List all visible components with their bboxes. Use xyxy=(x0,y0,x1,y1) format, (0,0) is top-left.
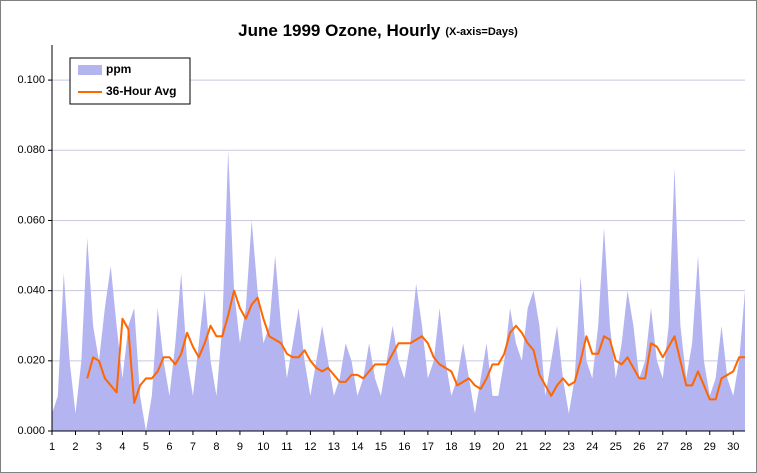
x-tick-label: 19 xyxy=(469,441,481,453)
x-tick-label: 15 xyxy=(375,441,387,453)
chart-heading: June 1999 Ozone, Hourly (X-axis=Days) xyxy=(238,21,518,40)
x-tick-label: 12 xyxy=(304,441,316,453)
x-tick-label: 14 xyxy=(351,441,363,453)
x-tick-label: 10 xyxy=(257,441,269,453)
x-tick-label: 30 xyxy=(727,441,739,453)
x-tick-label: 29 xyxy=(704,441,716,453)
x-tick-label: 13 xyxy=(328,441,340,453)
y-tick-label: 0.060 xyxy=(17,214,45,226)
legend: ppm 36-Hour Avg xyxy=(69,57,191,105)
x-tick-label: 22 xyxy=(539,441,551,453)
x-tick-label: 8 xyxy=(213,441,219,453)
chart-title: June 1999 Ozone, Hourly xyxy=(238,21,441,40)
y-tick-label: 0.100 xyxy=(17,74,45,86)
avg-line xyxy=(86,289,745,404)
x-tick-label: 11 xyxy=(281,441,292,453)
x-tick-label: 16 xyxy=(398,441,410,453)
x-tick-label: 25 xyxy=(610,441,622,453)
x-tick-label: 7 xyxy=(190,441,196,453)
x-tick-label: 1 xyxy=(49,441,55,453)
x-tick-label: 3 xyxy=(96,441,102,453)
x-tick-label: 26 xyxy=(633,441,645,453)
chart-subtitle: (X-axis=Days) xyxy=(445,26,518,38)
x-tick-label: 6 xyxy=(166,441,172,453)
y-tick-label: 0.080 xyxy=(17,144,45,156)
x-tick-label: 17 xyxy=(422,441,434,453)
x-tick-label: 9 xyxy=(237,441,243,453)
legend-label: ppm xyxy=(106,62,131,76)
y-tick-label: 0.000 xyxy=(17,425,45,437)
x-tick-label: 4 xyxy=(119,441,125,453)
x-tick-label: 24 xyxy=(586,441,598,453)
x-tick-label: 20 xyxy=(492,441,504,453)
legend-label: 36-Hour Avg xyxy=(106,84,176,98)
x-tick-label: 28 xyxy=(680,441,692,453)
x-tick-label: 27 xyxy=(657,441,669,453)
x-tick-label: 18 xyxy=(445,441,457,453)
y-tick-label: 0.040 xyxy=(17,285,45,297)
x-tick-label: 23 xyxy=(563,441,575,453)
x-tick-label: 5 xyxy=(143,441,149,453)
x-tick-label: 2 xyxy=(72,441,78,453)
ppm-area xyxy=(52,150,745,431)
y-tick-label: 0.020 xyxy=(17,355,45,367)
legend-swatch xyxy=(78,65,102,75)
x-tick-label: 21 xyxy=(516,441,528,453)
